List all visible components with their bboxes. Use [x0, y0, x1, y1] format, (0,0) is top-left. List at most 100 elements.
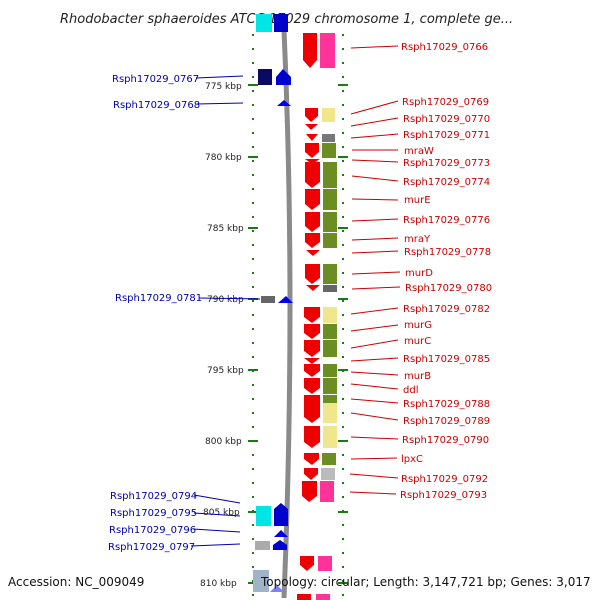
- scale-tick-800: 800 kbp: [205, 437, 348, 447]
- gene-Rsph17029_0790[interactable]: [304, 426, 337, 448]
- gene-label[interactable]: Rsph17029_0785: [403, 354, 490, 365]
- gene-Rsph17029_0776[interactable]: [305, 212, 337, 232]
- gene-label[interactable]: mraY: [404, 234, 431, 245]
- label-Rsph17029_0781[interactable]: Rsph17029_0781: [115, 293, 261, 304]
- gene-label[interactable]: murG: [404, 320, 432, 331]
- topology-text: Topology: circular; Length: 3,147,721 bp…: [260, 575, 591, 589]
- gene-Rsph17029_0789[interactable]: [304, 403, 337, 423]
- gene-label[interactable]: Rsph17029_0797: [108, 542, 195, 553]
- gene-label[interactable]: Rsph17029_0771: [403, 130, 490, 141]
- gene-mraW[interactable]: [305, 143, 336, 158]
- label-Rsph17029_0792[interactable]: Rsph17029_0792: [349, 473, 488, 485]
- gene-label[interactable]: murB: [404, 371, 431, 382]
- gene-label[interactable]: Rsph17029_0781: [115, 293, 202, 304]
- tick-label: 805 kbp: [203, 508, 240, 518]
- gene-murE[interactable]: [305, 189, 337, 210]
- gene-label[interactable]: Rsph17029_0794: [110, 491, 197, 502]
- label-Rsph17029_0794[interactable]: Rsph17029_0794: [110, 491, 241, 504]
- gene-Rsph17029_0768[interactable]: [277, 100, 291, 106]
- label-Rsph17029_0795[interactable]: Rsph17029_0795: [110, 508, 241, 519]
- feature-top-blue: [274, 14, 288, 32]
- tick-label: 780 kbp: [205, 153, 242, 163]
- label-murB[interactable]: murB: [350, 371, 431, 382]
- label-Rsph17029_0793[interactable]: Rsph17029_0793: [349, 490, 487, 501]
- label-Rsph17029_0789[interactable]: Rsph17029_0789: [350, 412, 490, 427]
- gene-Rsph17029_0766[interactable]: [303, 33, 335, 68]
- gene-label[interactable]: ddl: [403, 385, 418, 396]
- label-Rsph17029_0796[interactable]: Rsph17029_0796: [109, 525, 241, 536]
- gene-Rsph17029_0794-0795[interactable]: [256, 503, 288, 526]
- gene-ddl[interactable]: [304, 378, 337, 394]
- gene-Rsph17029_0774[interactable]: [305, 162, 337, 188]
- gene-label[interactable]: Rsph17029_0774: [403, 177, 490, 188]
- gene-label[interactable]: Rsph17029_0789: [403, 416, 490, 427]
- gene-Rsph17029_0770[interactable]: [305, 124, 318, 130]
- gene-Rsph17029_0785[interactable]: [304, 358, 320, 364]
- gene-label[interactable]: Rsph17029_0769: [402, 97, 489, 108]
- label-Rsph17029_0797[interactable]: Rsph17029_0797: [108, 542, 241, 553]
- label-Rsph17029_0771[interactable]: Rsph17029_0771: [350, 130, 490, 141]
- gene-Rsph17029_0767[interactable]: [258, 69, 291, 85]
- gene-label[interactable]: Rsph17029_0766: [401, 42, 488, 53]
- gene-label[interactable]: Rsph17029_0767: [112, 74, 199, 85]
- label-Rsph17029_0790[interactable]: Rsph17029_0790: [350, 435, 489, 446]
- gene-Rsph17029_0797[interactable]: [255, 540, 287, 550]
- gene-label[interactable]: Rsph17029_0770: [403, 114, 490, 125]
- label-Rsph17029_0769[interactable]: Rsph17029_0769: [350, 97, 489, 115]
- label-lpxC[interactable]: lpxC: [350, 454, 423, 465]
- label-Rsph17029_0776[interactable]: Rsph17029_0776: [351, 215, 490, 226]
- label-mraW[interactable]: mraW: [352, 146, 434, 157]
- label-Rsph17029_0782[interactable]: Rsph17029_0782: [350, 304, 490, 315]
- label-Rsph17029_0768[interactable]: Rsph17029_0768: [113, 100, 244, 111]
- gene-label[interactable]: lpxC: [401, 454, 423, 465]
- gene-label[interactable]: Rsph17029_0793: [400, 490, 487, 501]
- gene-mraY[interactable]: [305, 233, 337, 248]
- label-Rsph17029_0766[interactable]: Rsph17029_0766: [350, 42, 488, 53]
- gene-label[interactable]: Rsph17029_0788: [403, 399, 490, 410]
- gene-Rsph17029_0780[interactable]: [306, 285, 337, 292]
- label-Rsph17029_0774[interactable]: Rsph17029_0774: [351, 175, 490, 188]
- gene-Rsph17029_0778[interactable]: [306, 250, 320, 256]
- gene-label[interactable]: Rsph17029_0768: [113, 100, 200, 111]
- gene-label[interactable]: Rsph17029_0792: [401, 474, 488, 485]
- gene-Rsph17029_0769[interactable]: [305, 108, 335, 122]
- label-murG[interactable]: murG: [350, 320, 432, 332]
- gene-lpxC[interactable]: [304, 453, 336, 465]
- label-Rsph17029_0778[interactable]: Rsph17029_0778: [351, 247, 491, 258]
- gene-label[interactable]: murE: [404, 195, 431, 206]
- label-ddl[interactable]: ddl: [350, 383, 418, 396]
- gene-Rsph17029_0773[interactable]: [305, 159, 320, 164]
- tick-label: 790 kbp: [207, 295, 244, 305]
- gene-Rsph17029_0782[interactable]: [304, 307, 337, 323]
- label-Rsph17029_0780[interactable]: Rsph17029_0780: [351, 283, 492, 294]
- gene-label[interactable]: mraW: [404, 146, 434, 157]
- gene-label[interactable]: murC: [404, 336, 431, 347]
- gene-murC[interactable]: [304, 340, 337, 357]
- gene-label[interactable]: Rsph17029_0773: [403, 158, 490, 169]
- gene-Rsph17029_0771[interactable]: [306, 134, 335, 142]
- gene-Rsph17029_0793[interactable]: [302, 481, 334, 502]
- gene-label[interactable]: murD: [405, 268, 433, 279]
- label-murC[interactable]: murC: [350, 336, 431, 349]
- label-Rsph17029_0770[interactable]: Rsph17029_0770: [350, 114, 490, 127]
- gene-Rsph17029_0796[interactable]: [274, 530, 288, 537]
- gene-label[interactable]: Rsph17029_0778: [404, 247, 491, 258]
- gene-label[interactable]: Rsph17029_0782: [403, 304, 490, 315]
- gene-murB[interactable]: [304, 364, 337, 377]
- gene-murG[interactable]: [304, 324, 337, 339]
- label-Rsph17029_0785[interactable]: Rsph17029_0785: [350, 354, 490, 365]
- label-Rsph17029_0788[interactable]: Rsph17029_0788: [350, 398, 490, 410]
- gene-label[interactable]: Rsph17029_0780: [405, 283, 492, 294]
- gene-murD[interactable]: [305, 264, 337, 284]
- gene-label[interactable]: Rsph17029_0776: [403, 215, 490, 226]
- label-Rsph17029_0767[interactable]: Rsph17029_0767: [112, 74, 244, 85]
- label-murE[interactable]: murE: [351, 195, 431, 206]
- gene-label[interactable]: Rsph17029_0795: [110, 508, 197, 519]
- gene-label[interactable]: Rsph17029_0796: [109, 525, 196, 536]
- label-mraY[interactable]: mraY: [351, 234, 431, 245]
- gene-Rsph17029_0792[interactable]: [304, 468, 335, 480]
- label-Rsph17029_0773[interactable]: Rsph17029_0773: [351, 158, 490, 169]
- label-murD[interactable]: murD: [351, 268, 433, 279]
- gene-label[interactable]: Rsph17029_0790: [402, 435, 489, 446]
- gene-Rsph17029_0781[interactable]: [261, 296, 293, 303]
